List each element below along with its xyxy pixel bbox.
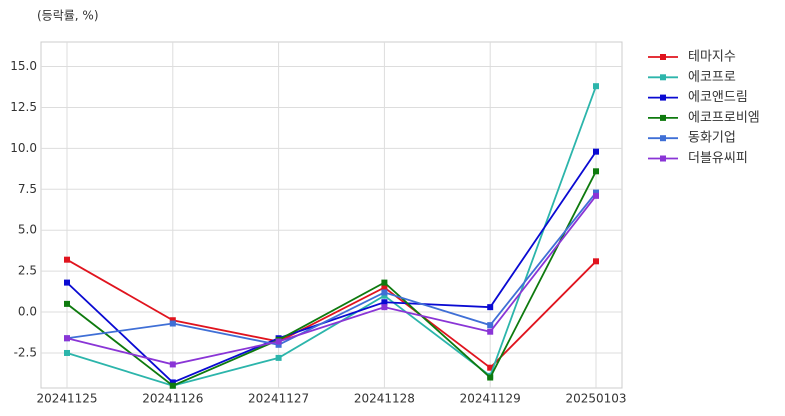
point [381,304,388,311]
point [64,256,70,263]
point [593,192,599,199]
legend-label: 테마지수 [688,50,736,65]
legend-marker [660,155,666,162]
unit-label: (등락률, %) [37,9,99,23]
legend-marker [660,74,666,81]
point [169,361,176,368]
point [275,338,282,345]
x-tick-label: 20250103 [565,392,626,406]
legend-marker [660,94,666,101]
x-tick-label: 20241127 [248,392,309,406]
point [381,284,388,291]
y-tick-label: 10.0 [10,141,37,155]
plot-frame [40,41,623,389]
legend-marker [660,54,666,60]
series-line [66,85,597,387]
y-tick-label: 0.0 [18,305,37,319]
point [381,289,388,296]
x-tick-label: 20241129 [460,392,521,406]
point [169,379,176,386]
legend-marker [660,114,666,121]
x-tick-label: 20241128 [354,392,415,406]
x-tick-label: 20241126 [142,392,203,406]
series-line [66,195,597,366]
legend-marker [660,135,666,142]
point [487,322,494,329]
point [169,320,176,327]
legend-label: 에코프로 [688,70,736,85]
y-tick-label: 5.0 [18,223,37,237]
point [64,279,70,286]
point [381,299,388,306]
point [381,292,388,299]
legend-label: 에코앤드림 [688,90,748,105]
y-tick-label: 12.5 [10,100,37,114]
point [487,304,494,311]
legend-label: 동화기업 [688,131,736,146]
point [381,279,388,286]
point [275,341,282,348]
y-tick-label: 2.5 [18,264,37,278]
point [64,349,70,356]
series-line [66,151,597,384]
point [64,300,70,307]
point [593,258,599,265]
legend-label: 에코프로비엠 [688,110,760,125]
point [593,83,599,90]
point [593,168,599,175]
y-tick-label: -2.5 [14,345,37,359]
series-line [66,192,597,346]
point [593,189,599,196]
x-tick-label: 20241125 [36,392,97,406]
point [275,354,282,361]
point [487,328,494,335]
point [593,148,599,155]
point [487,374,494,381]
y-tick-label: 15.0 [10,59,37,73]
y-tick-label: 7.5 [18,182,37,196]
series-line [66,170,597,387]
point [169,382,176,389]
series-line [66,258,597,369]
point [64,335,70,342]
legend-label: 더블유씨피 [688,151,748,166]
point [169,317,176,324]
point [487,364,494,371]
